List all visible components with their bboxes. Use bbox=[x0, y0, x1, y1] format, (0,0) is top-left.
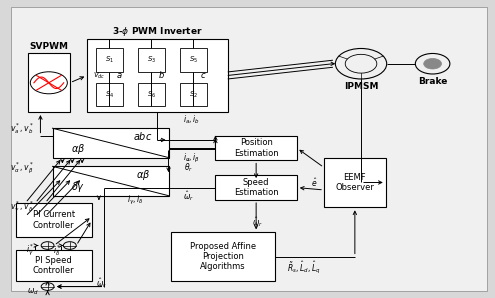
Text: $S_3$: $S_3$ bbox=[147, 55, 156, 65]
Text: $v^*_{\alpha},v^*_{\beta}$: $v^*_{\alpha},v^*_{\beta}$ bbox=[9, 161, 34, 176]
Text: $\hat{\omega}_r$: $\hat{\omega}_r$ bbox=[252, 215, 263, 229]
FancyBboxPatch shape bbox=[96, 48, 123, 72]
FancyBboxPatch shape bbox=[215, 136, 297, 161]
Text: $\hat{\omega}_r$: $\hat{\omega}_r$ bbox=[97, 276, 107, 290]
FancyBboxPatch shape bbox=[215, 175, 297, 200]
FancyBboxPatch shape bbox=[180, 48, 207, 72]
Text: $V_{dc}$: $V_{dc}$ bbox=[93, 70, 105, 80]
Text: $\delta\gamma$: $\delta\gamma$ bbox=[71, 180, 85, 194]
Text: $abc$: $abc$ bbox=[133, 131, 152, 142]
FancyBboxPatch shape bbox=[28, 53, 70, 112]
Text: $v^*_{\gamma},v^*_{\delta}$: $v^*_{\gamma},v^*_{\delta}$ bbox=[9, 200, 34, 215]
Text: $S_1$: $S_1$ bbox=[105, 55, 114, 65]
Text: PI Speed
Controller: PI Speed Controller bbox=[33, 256, 75, 275]
Text: $S_5$: $S_5$ bbox=[189, 55, 198, 65]
Text: $\hat{\theta}_r$: $\hat{\theta}_r$ bbox=[184, 158, 193, 174]
FancyBboxPatch shape bbox=[52, 128, 168, 158]
Text: Brake: Brake bbox=[418, 77, 447, 86]
Text: 3-$\phi$ PWM Inverter: 3-$\phi$ PWM Inverter bbox=[112, 25, 203, 38]
FancyBboxPatch shape bbox=[324, 158, 386, 207]
FancyBboxPatch shape bbox=[87, 39, 228, 112]
Text: $i^*_{\delta}$: $i^*_{\delta}$ bbox=[53, 243, 62, 258]
Text: SVPWM: SVPWM bbox=[29, 42, 68, 51]
Text: $\tilde{R}_s,\hat{L}_d,\hat{L}_q$: $\tilde{R}_s,\hat{L}_d,\hat{L}_q$ bbox=[287, 259, 321, 276]
Text: $\hat{\omega}_r$: $\hat{\omega}_r$ bbox=[183, 189, 194, 203]
Text: Speed
Estimation: Speed Estimation bbox=[234, 178, 279, 197]
FancyBboxPatch shape bbox=[180, 83, 207, 106]
Text: $i^*_{\gamma}$: $i^*_{\gamma}$ bbox=[26, 243, 35, 258]
Text: $i_a,i_b$: $i_a,i_b$ bbox=[183, 113, 200, 126]
Text: $v^*_a,v^*_b$: $v^*_a,v^*_b$ bbox=[9, 121, 34, 136]
Text: $i_{\gamma},i_{\delta}$: $i_{\gamma},i_{\delta}$ bbox=[127, 193, 143, 207]
FancyBboxPatch shape bbox=[138, 48, 165, 72]
Text: $\alpha\beta$: $\alpha\beta$ bbox=[71, 142, 85, 156]
FancyBboxPatch shape bbox=[52, 166, 168, 196]
FancyBboxPatch shape bbox=[10, 7, 487, 291]
FancyBboxPatch shape bbox=[138, 83, 165, 106]
Text: $i_{\alpha},i_{\beta}$: $i_{\alpha},i_{\beta}$ bbox=[183, 152, 200, 165]
Text: $\alpha\beta$: $\alpha\beta$ bbox=[136, 167, 150, 181]
Text: Proposed Affine
Projection
Algorithms: Proposed Affine Projection Algorithms bbox=[190, 242, 256, 271]
Text: $\omega_d$: $\omega_d$ bbox=[27, 286, 39, 297]
Text: PI Current
Controller: PI Current Controller bbox=[33, 210, 75, 229]
Text: EEMF
Observer: EEMF Observer bbox=[336, 173, 374, 192]
Text: b: b bbox=[158, 71, 164, 80]
Text: $\hat{e}$: $\hat{e}$ bbox=[311, 176, 317, 189]
Text: $S_2$: $S_2$ bbox=[189, 89, 198, 100]
Circle shape bbox=[424, 58, 442, 69]
FancyBboxPatch shape bbox=[96, 83, 123, 106]
FancyBboxPatch shape bbox=[171, 232, 275, 281]
Text: c: c bbox=[201, 71, 205, 80]
FancyBboxPatch shape bbox=[15, 203, 92, 237]
Text: $S_4$: $S_4$ bbox=[104, 89, 114, 100]
Text: $S_6$: $S_6$ bbox=[147, 89, 156, 100]
Text: Position
Estimation: Position Estimation bbox=[234, 138, 279, 158]
FancyBboxPatch shape bbox=[15, 250, 92, 281]
Text: IPMSM: IPMSM bbox=[344, 82, 378, 91]
Text: a: a bbox=[117, 71, 122, 80]
